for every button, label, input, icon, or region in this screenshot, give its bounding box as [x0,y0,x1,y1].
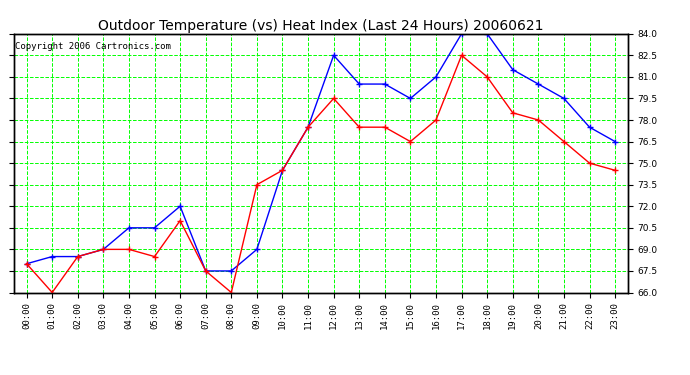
Text: Copyright 2006 Cartronics.com: Copyright 2006 Cartronics.com [15,42,171,51]
Title: Outdoor Temperature (vs) Heat Index (Last 24 Hours) 20060621: Outdoor Temperature (vs) Heat Index (Las… [98,19,544,33]
